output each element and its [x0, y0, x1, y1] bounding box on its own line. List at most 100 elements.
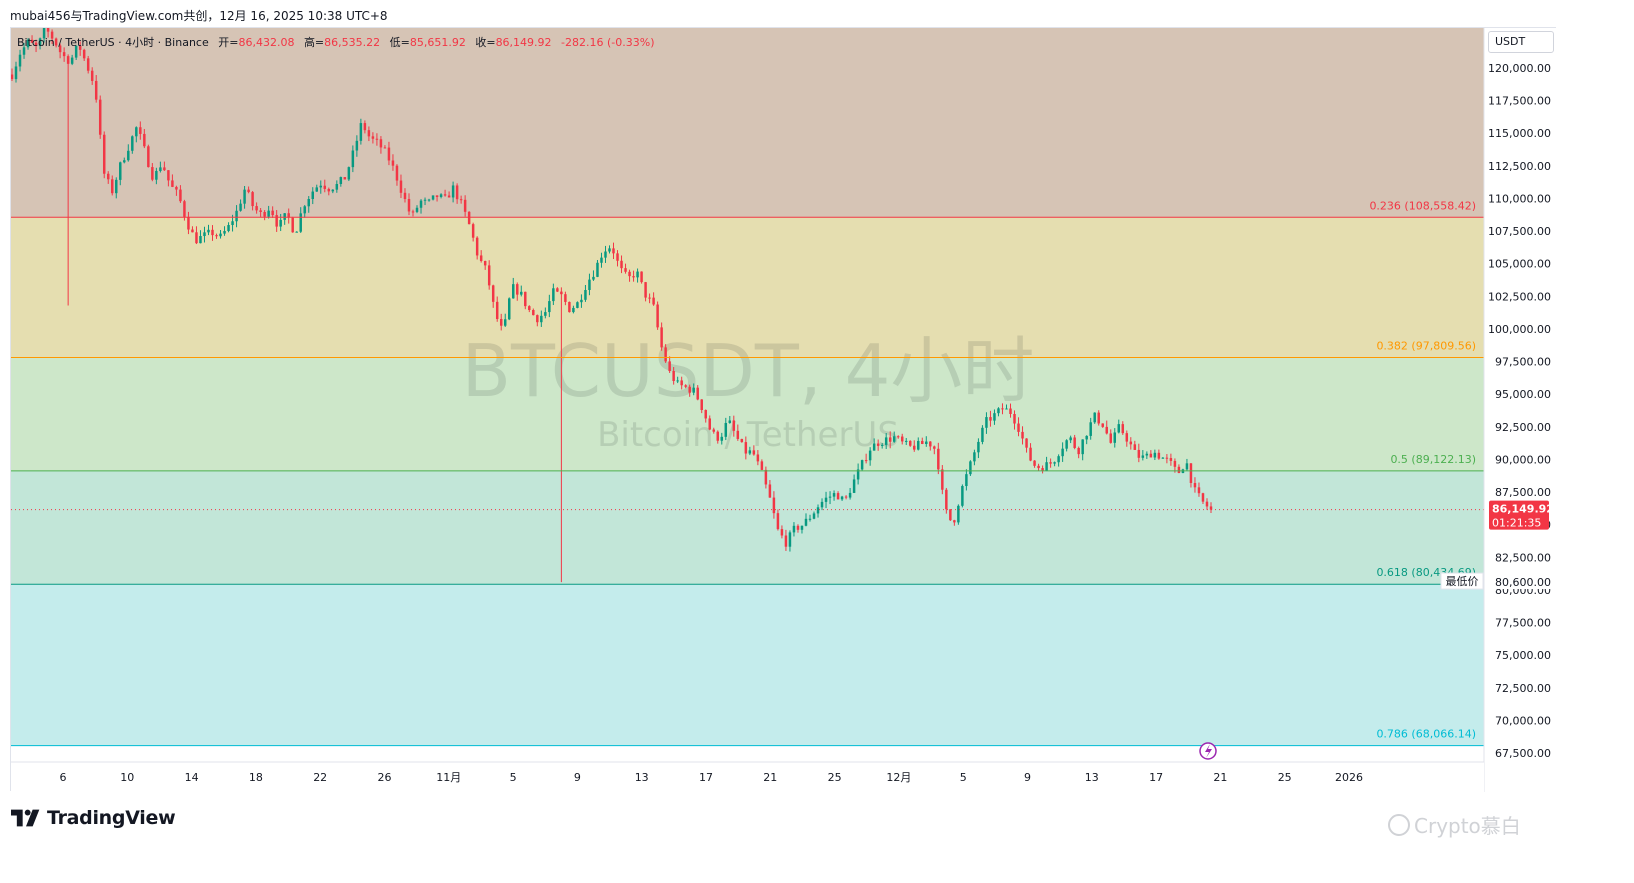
- candle-body[interactable]: [295, 231, 298, 233]
- candle-body[interactable]: [848, 492, 852, 498]
- candle-body[interactable]: [159, 167, 162, 171]
- candle-body[interactable]: [1069, 437, 1072, 441]
- candle-body[interactable]: [704, 410, 707, 419]
- candle-body[interactable]: [323, 185, 327, 189]
- candle-body[interactable]: [860, 460, 864, 470]
- candle-body[interactable]: [327, 188, 331, 192]
- candle-body[interactable]: [339, 177, 343, 185]
- candle-body[interactable]: [700, 399, 703, 411]
- candle-body[interactable]: [884, 437, 888, 445]
- candle-body[interactable]: [989, 417, 992, 421]
- candle-body[interactable]: [1161, 457, 1165, 459]
- candle-body[interactable]: [499, 319, 503, 326]
- candle-body[interactable]: [151, 167, 154, 180]
- candle-body[interactable]: [275, 215, 278, 227]
- candle-body[interactable]: [315, 187, 319, 192]
- candle-body[interactable]: [820, 501, 824, 508]
- candle-body[interactable]: [335, 184, 339, 190]
- candle-body[interactable]: [1089, 422, 1092, 436]
- candle-body[interactable]: [953, 520, 956, 523]
- candle-body[interactable]: [90, 70, 94, 81]
- candle-body[interactable]: [977, 441, 980, 453]
- candle-body[interactable]: [115, 179, 118, 194]
- candle-body[interactable]: [1049, 462, 1052, 464]
- candle-body[interactable]: [1041, 468, 1044, 471]
- candle-body[interactable]: [772, 497, 776, 514]
- candle-body[interactable]: [247, 189, 250, 193]
- candle-body[interactable]: [1169, 458, 1173, 461]
- candle-body[interactable]: [239, 203, 242, 211]
- candle-body[interactable]: [796, 525, 800, 530]
- candle-body[interactable]: [1053, 462, 1056, 464]
- candle-body[interactable]: [941, 469, 944, 490]
- candle-body[interactable]: [756, 454, 760, 462]
- candle-body[interactable]: [307, 199, 310, 207]
- candle-body[interactable]: [580, 299, 583, 303]
- candle-body[interactable]: [868, 450, 872, 461]
- candle-body[interactable]: [179, 189, 182, 202]
- candle-body[interactable]: [351, 150, 355, 168]
- candle-body[interactable]: [42, 28, 46, 39]
- candle-body[interactable]: [872, 443, 876, 451]
- candle-body[interactable]: [612, 248, 615, 254]
- candle-body[interactable]: [94, 80, 98, 100]
- candle-body[interactable]: [155, 170, 158, 180]
- candle-body[interactable]: [279, 219, 282, 227]
- candle-body[interactable]: [520, 291, 523, 295]
- candle-body[interactable]: [419, 200, 423, 208]
- candle-body[interactable]: [187, 216, 190, 230]
- candle-body[interactable]: [880, 444, 884, 446]
- candle-body[interactable]: [451, 185, 455, 198]
- candle-body[interactable]: [407, 199, 411, 212]
- candle-body[interactable]: [572, 307, 575, 313]
- candle-body[interactable]: [66, 56, 70, 64]
- candle-body[interactable]: [287, 213, 290, 218]
- candle-body[interactable]: [684, 385, 687, 387]
- candle-body[interactable]: [1021, 431, 1024, 439]
- candle-body[interactable]: [255, 206, 258, 211]
- candle-body[interactable]: [1137, 449, 1141, 458]
- candle-body[interactable]: [544, 312, 547, 316]
- candle-body[interactable]: [1201, 493, 1205, 502]
- candle-body[interactable]: [259, 210, 262, 212]
- candle-body[interactable]: [925, 441, 928, 445]
- candle-body[interactable]: [764, 469, 768, 485]
- candle-body[interactable]: [608, 248, 611, 252]
- candle-body[interactable]: [788, 532, 792, 547]
- candle-body[interactable]: [668, 361, 671, 372]
- candle-body[interactable]: [1189, 463, 1193, 484]
- candle-body[interactable]: [399, 180, 403, 193]
- candle-body[interactable]: [22, 47, 26, 55]
- candle-body[interactable]: [712, 429, 715, 432]
- candle-body[interactable]: [1057, 456, 1060, 463]
- candle-body[interactable]: [379, 139, 383, 148]
- candle-body[interactable]: [676, 380, 679, 382]
- candle-body[interactable]: [1157, 452, 1161, 459]
- candle-body[interactable]: [1153, 452, 1157, 458]
- candle-body[interactable]: [495, 301, 499, 320]
- candle-body[interactable]: [18, 54, 22, 67]
- candle-body[interactable]: [319, 185, 323, 188]
- candle-body[interactable]: [111, 179, 114, 194]
- candle-body[interactable]: [1013, 414, 1016, 424]
- candle-body[interactable]: [724, 422, 728, 437]
- candle-body[interactable]: [383, 147, 387, 149]
- candle-body[interactable]: [415, 207, 419, 212]
- candle-body[interactable]: [1101, 423, 1104, 427]
- candle-body[interactable]: [560, 291, 563, 295]
- candle-body[interactable]: [864, 460, 868, 462]
- candle-body[interactable]: [98, 99, 102, 135]
- candle-body[interactable]: [483, 260, 487, 266]
- candle-body[interactable]: [604, 251, 607, 258]
- candle-body[interactable]: [945, 489, 948, 510]
- candle-body[interactable]: [528, 306, 531, 310]
- candle-body[interactable]: [1045, 462, 1048, 471]
- candle-body[interactable]: [784, 535, 788, 547]
- candle-body[interactable]: [892, 436, 896, 442]
- candle-body[interactable]: [387, 147, 391, 161]
- candle-body[interactable]: [143, 133, 146, 147]
- candle-body[interactable]: [1197, 487, 1201, 494]
- candle-body[interactable]: [74, 45, 78, 58]
- candle-body[interactable]: [271, 210, 274, 216]
- candle-body[interactable]: [371, 136, 375, 139]
